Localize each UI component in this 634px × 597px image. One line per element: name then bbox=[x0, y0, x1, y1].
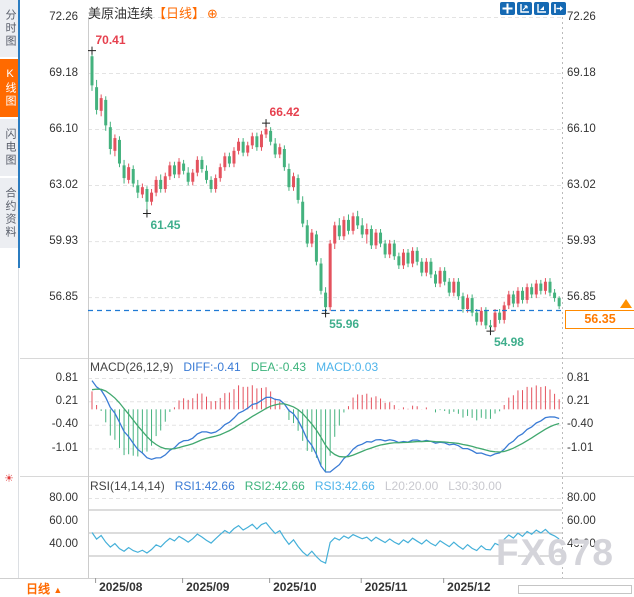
price-scroll-arrow-icon[interactable] bbox=[620, 299, 632, 308]
low-annotation: 54.98 bbox=[493, 335, 524, 350]
x-axis-date-label: 2025/12 bbox=[447, 580, 491, 594]
price-axis-label: 63.02 bbox=[567, 179, 596, 191]
indicator-readout: L30:30.00 bbox=[448, 479, 502, 493]
price-axis-label: 56.85 bbox=[567, 291, 596, 303]
x-axis-date-label: 2025/11 bbox=[364, 580, 408, 594]
x-axis-date-label: 2025/08 bbox=[99, 580, 143, 594]
sidebar-tab-item[interactable]: 闪电图 bbox=[0, 119, 18, 178]
add-indicator-icon[interactable]: ⊕ bbox=[207, 6, 218, 21]
indicator-readout: L20:20.00 bbox=[384, 479, 439, 493]
chevron-up-icon: ▲ bbox=[53, 585, 63, 595]
sidebar-tabs: 分时图 K线图 闪电图 合约资料 bbox=[0, 0, 18, 250]
sidebar-tab-item[interactable]: 合约资料 bbox=[0, 178, 18, 250]
price-axis-label: 72.26 bbox=[49, 11, 78, 23]
current-price-badge: 56.35 bbox=[565, 310, 634, 329]
rsi-axis-label: 60.00 bbox=[49, 515, 78, 527]
low-annotation: 61.45 bbox=[150, 217, 181, 232]
price-axis-label: 56.85 bbox=[49, 291, 78, 303]
x-axis-date-label: 2025/10 bbox=[273, 580, 317, 594]
macd-axis-label: -0.40 bbox=[51, 418, 78, 431]
period-tag: 【日线】 bbox=[153, 6, 206, 21]
price-axis-label: 59.93 bbox=[567, 235, 596, 247]
macd-axis-label: 0.21 bbox=[55, 395, 78, 408]
collapse-panel-icon[interactable] bbox=[551, 2, 566, 15]
x-axis-date-label: 2025/09 bbox=[186, 580, 230, 594]
price-axis-label: 69.18 bbox=[49, 67, 78, 79]
sidebar-tab-active[interactable]: K线图 bbox=[0, 59, 18, 119]
rsi-axis-label: 40.00 bbox=[49, 538, 78, 550]
high-annotation: 66.42 bbox=[269, 105, 300, 120]
price-axis-label: 66.10 bbox=[49, 123, 78, 135]
auto-scale-icon[interactable] bbox=[517, 2, 532, 15]
rsi-axis-label: 40.00 bbox=[567, 538, 596, 550]
price-axis-label: 72.26 bbox=[567, 11, 596, 23]
fixed-scale-icon[interactable] bbox=[534, 2, 549, 15]
period-selector[interactable]: 日线 ▲ bbox=[26, 580, 62, 597]
rsi-readout-row: RSI(14,14,14) RSI1:42.66 RSI2:42.66 RSI3:42… bbox=[90, 479, 522, 493]
indicator-readout: DEA:-0.43 bbox=[250, 360, 307, 374]
indicator-readout: RSI2:42.66 bbox=[244, 479, 305, 493]
rsi-axis-label: 60.00 bbox=[567, 515, 596, 527]
macd-axis-label: -1.01 bbox=[567, 441, 594, 454]
x-axis-bar bbox=[0, 578, 634, 595]
price-axis-label: 63.02 bbox=[49, 179, 78, 191]
indicator-readout: DIFF:-0.41 bbox=[183, 360, 241, 374]
sidebar-tab-item[interactable]: 分时图 bbox=[0, 0, 18, 59]
macd-title: MACD(26,12,9) bbox=[90, 360, 174, 374]
macd-axis-label: 0.21 bbox=[567, 395, 590, 408]
chart-header: 美原油连续【日线】 ⊕ bbox=[88, 3, 218, 22]
watermark: FX678 bbox=[496, 532, 616, 573]
indicator-readout: MACD:0.03 bbox=[316, 360, 379, 374]
indicator-settings-icon[interactable]: ☀ bbox=[4, 473, 14, 485]
indicator-readout: RSI1:42.66 bbox=[174, 479, 235, 493]
high-annotation: 70.41 bbox=[95, 32, 126, 47]
chart-toolbar bbox=[500, 2, 566, 15]
sidebar: 分时图 K线图 闪电图 合约资料 ☀ bbox=[0, 0, 20, 594]
low-annotation: 55.96 bbox=[329, 317, 360, 332]
macd-axis-label: -1.01 bbox=[51, 441, 78, 454]
sidebar-divider bbox=[18, 268, 19, 594]
symbol-title: 美原油连续 bbox=[88, 6, 154, 21]
sidebar-active-rail bbox=[18, 0, 20, 268]
rsi-title: RSI(14,14,14) bbox=[90, 479, 165, 493]
macd-axis-label: -0.40 bbox=[567, 418, 594, 431]
indicator-readout: RSI3:42.66 bbox=[314, 479, 375, 493]
macd-readout-row: MACD(26,12,9) DIFF:-0.41 DEA:-0.43 MACD:0.0… bbox=[90, 360, 398, 374]
macd-axis-label: 0.81 bbox=[55, 372, 78, 384]
period-selector-label: 日线 bbox=[26, 582, 51, 596]
pan-icon[interactable] bbox=[500, 2, 515, 15]
rsi-axis-label: 80.00 bbox=[49, 492, 78, 504]
rsi-axis-label: 80.00 bbox=[567, 492, 596, 504]
price-axis-label: 69.18 bbox=[567, 67, 596, 79]
price-axis-label: 66.10 bbox=[567, 123, 596, 135]
price-axis-label: 59.93 bbox=[49, 235, 78, 247]
macd-axis-label: 0.81 bbox=[567, 372, 590, 384]
